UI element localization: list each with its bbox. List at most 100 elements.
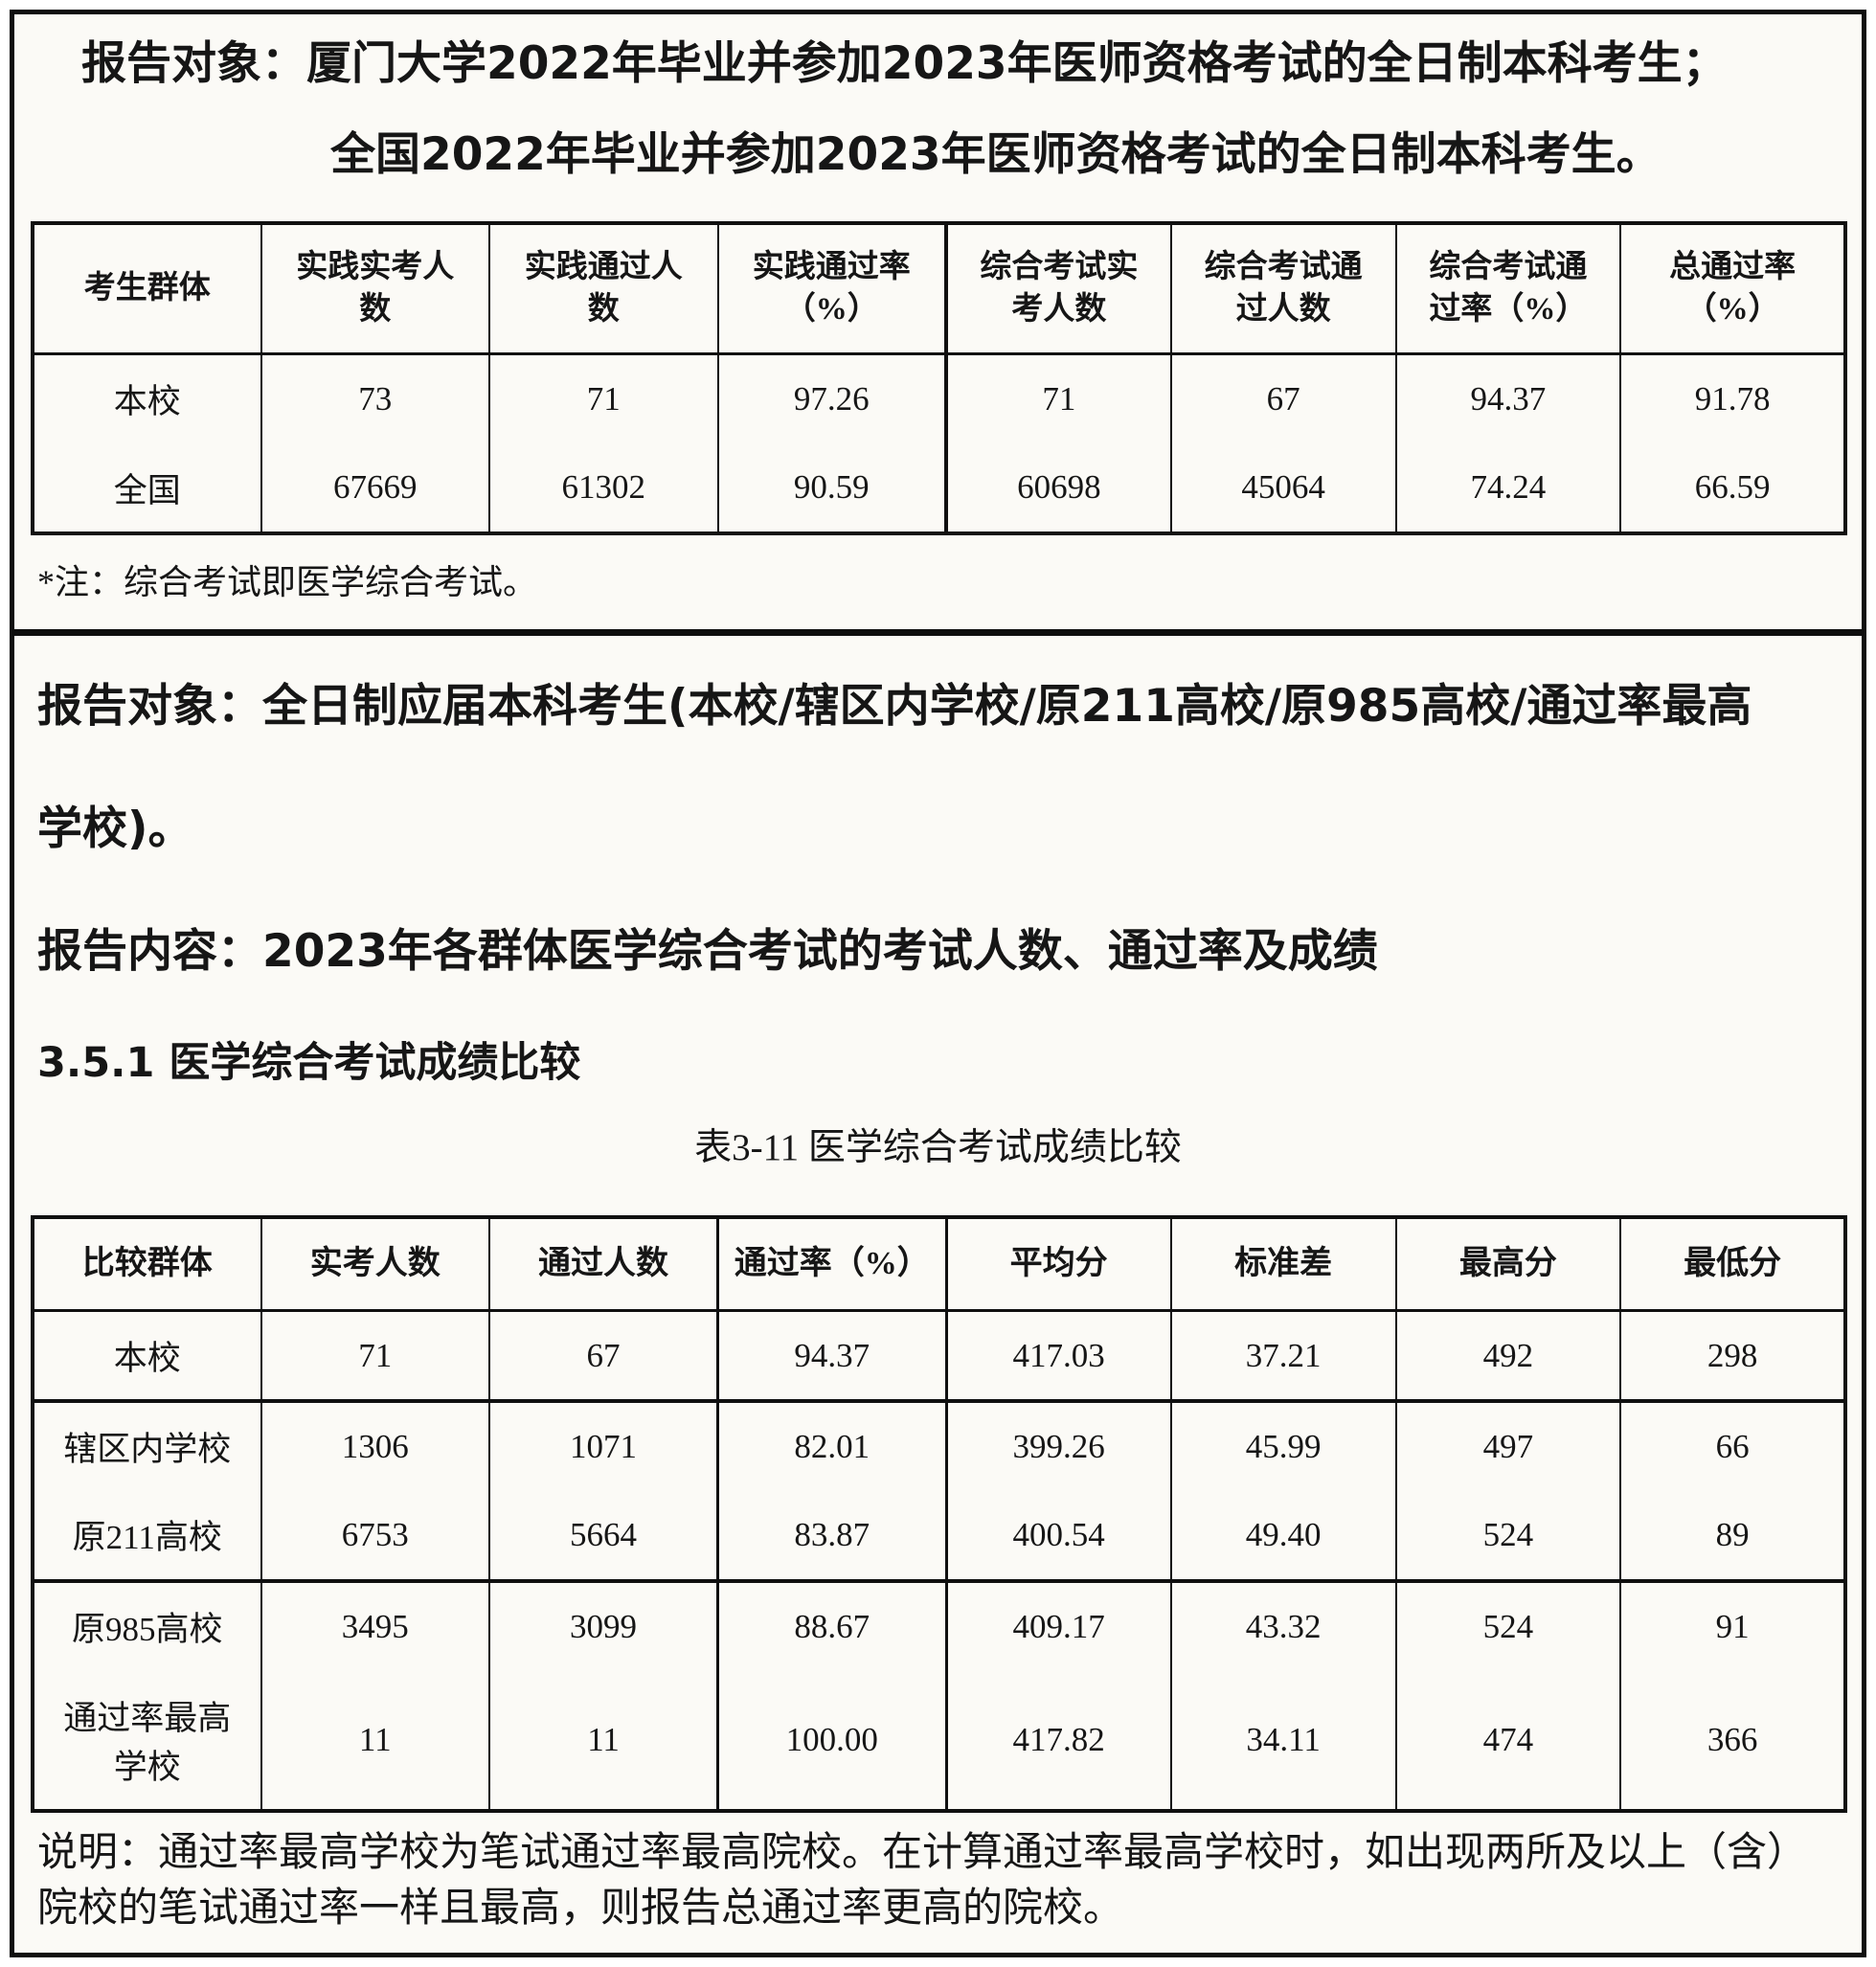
cell: 11 xyxy=(488,1670,718,1811)
cell: 100.00 xyxy=(716,1670,947,1811)
report-subject2-line2: 学校)。 xyxy=(37,802,193,855)
cell: 366 xyxy=(1619,1670,1845,1811)
report-subject2-line1: 报告对象：全日制应届本科考生(本校/辖区内学校/原211高校/原985高校/通过… xyxy=(37,680,1752,733)
table2-col-group: 比较群体 xyxy=(33,1216,261,1313)
cell: 67 xyxy=(488,1310,718,1401)
table1-col-comprehensive-taken: 综合考试实 考人数 xyxy=(944,223,1171,355)
cell: 83.87 xyxy=(716,1490,947,1581)
cell: 66 xyxy=(1619,1398,1845,1491)
cell: 89 xyxy=(1619,1490,1845,1581)
cell: 67 xyxy=(1169,353,1396,443)
cell: 88.67 xyxy=(716,1578,947,1671)
table2-footnote-line2: 院校的笔试通过率一样且最高，则报告总通过率更高的院校。 xyxy=(37,1886,1124,1931)
table2-body: 本校 71 67 94.37 417.03 37.21 492 298 辖区内学… xyxy=(33,1310,1845,1811)
table1-col-total-rate: 总通过率 （%） xyxy=(1619,223,1845,355)
exam-pass-rate-table: 考生群体 实践实考人 数 实践通过人 数 实践通过率 （%） 综合考试实 考人数… xyxy=(31,221,1847,535)
cell: 298 xyxy=(1619,1310,1845,1401)
table1-col-practical-passed: 实践通过人 数 xyxy=(488,223,718,355)
table2-col-min: 最低分 xyxy=(1619,1216,1845,1313)
table1-footnote: *注：综合考试即医学综合考试。 xyxy=(37,563,538,601)
table2-footnote-line1: 说明：通过率最高学校为笔试通过率最高院校。在计算通过率最高学校时，如出现两所及以… xyxy=(37,1830,1808,1875)
row-label: 本校 xyxy=(113,383,181,421)
cell: 400.54 xyxy=(944,1490,1171,1581)
cell: 399.26 xyxy=(944,1398,1171,1491)
cell: 524 xyxy=(1394,1578,1621,1671)
table1-body: 本校 73 71 97.26 71 67 94.37 91.78 全国 6766… xyxy=(33,353,1845,533)
cell: 409.17 xyxy=(944,1578,1171,1671)
cell: 5664 xyxy=(488,1490,718,1581)
cell: 71 xyxy=(260,1310,490,1401)
cell: 71 xyxy=(488,353,718,443)
table2-header: 比较群体 实考人数 通过人数 通过率（%） 平均分 标准差 最高分 最低分 xyxy=(33,1216,1845,1313)
table2-col-max: 最高分 xyxy=(1394,1216,1621,1313)
table1-col-comprehensive-rate: 综合考试通 过率（%） xyxy=(1394,223,1621,355)
cell: 91 xyxy=(1619,1578,1845,1671)
cell: 60698 xyxy=(944,443,1171,533)
cell: 43.32 xyxy=(1169,1578,1396,1671)
report-subject-line2: 全国2022年毕业并参加2023年医师资格考试的全日制本科考生。 xyxy=(330,128,1661,181)
table1-col-comprehensive-passed: 综合考试通 过人数 xyxy=(1169,223,1396,355)
cell: 417.03 xyxy=(944,1310,1171,1401)
cell: 417.82 xyxy=(944,1670,1171,1811)
table2-col-taken: 实考人数 xyxy=(260,1216,490,1313)
table-row: 本校 73 71 97.26 71 67 94.37 91.78 xyxy=(33,353,1845,443)
table2-caption: 表3-11 医学综合考试成绩比较 xyxy=(694,1126,1182,1168)
table2-header-row: 比较群体 实考人数 通过人数 通过率（%） 平均分 标准差 最高分 最低分 xyxy=(33,1216,1845,1313)
cell: 1071 xyxy=(488,1398,718,1491)
cell: 45064 xyxy=(1169,443,1396,533)
cell: 1306 xyxy=(260,1398,490,1491)
cell: 34.11 xyxy=(1169,1670,1396,1811)
table1-col-group: 考生群体 xyxy=(33,223,261,355)
section-report-1: 报告对象：厦门大学2022年毕业并参加2023年医师资格考试的全日制本科考生； … xyxy=(14,14,1862,636)
cell: 74.24 xyxy=(1394,443,1621,533)
row-label: 辖区内学校 xyxy=(33,1398,261,1491)
cell: 3099 xyxy=(488,1578,718,1671)
report-subject-paragraph-2: 报告对象：全日制应届本科考生(本校/辖区内学校/原211高校/原985高校/通过… xyxy=(28,645,1848,1012)
table2-col-std: 标准差 xyxy=(1169,1216,1396,1313)
table1-header-row: 考生群体 实践实考人 数 实践通过人 数 实践通过率 （%） 综合考试实 考人数… xyxy=(33,223,1845,355)
cell: 524 xyxy=(1394,1490,1621,1581)
table2-col-passed: 通过人数 xyxy=(488,1216,718,1313)
cell: 37.21 xyxy=(1169,1310,1396,1401)
row-label: 全国 xyxy=(113,471,181,509)
cell: 73 xyxy=(260,353,490,443)
cell: 90.59 xyxy=(716,443,947,533)
cell: 49.40 xyxy=(1169,1490,1396,1581)
cell: 67669 xyxy=(260,443,490,533)
cell: 82.01 xyxy=(716,1398,947,1491)
cell: 71 xyxy=(944,353,1171,443)
table-row: 全国 67669 61302 90.59 60698 45064 74.24 6… xyxy=(33,443,1845,533)
cell: 492 xyxy=(1394,1310,1621,1401)
cell: 45.99 xyxy=(1169,1398,1396,1491)
cell: 6753 xyxy=(260,1490,490,1581)
cell: 66.59 xyxy=(1619,443,1845,533)
table-row: 辖区内学校 1306 1071 82.01 399.26 45.99 497 6… xyxy=(33,1398,1845,1491)
table1-header: 考生群体 实践实考人 数 实践通过人 数 实践通过率 （%） 综合考试实 考人数… xyxy=(33,223,1845,355)
table-row: 通过率最高 学校 11 11 100.00 417.82 34.11 474 3… xyxy=(33,1670,1845,1811)
table2-col-mean: 平均分 xyxy=(944,1216,1171,1313)
cell: 474 xyxy=(1394,1670,1621,1811)
table-row: 原985高校 3495 3099 88.67 409.17 43.32 524 … xyxy=(33,1578,1845,1671)
table1-col-practical-taken: 实践实考人 数 xyxy=(260,223,490,355)
table-row: 本校 71 67 94.37 417.03 37.21 492 298 xyxy=(33,1310,1845,1401)
section-report-2: 报告对象：全日制应届本科考生(本校/辖区内学校/原211高校/原985高校/通过… xyxy=(14,636,1862,1953)
table1-col-practical-rate: 实践通过率 （%） xyxy=(716,223,947,355)
cell: 97.26 xyxy=(716,353,947,443)
cell: 94.37 xyxy=(1394,353,1621,443)
report-subject-paragraph: 报告对象：厦门大学2022年毕业并参加2023年医师资格考试的全日制本科考生； … xyxy=(28,41,1848,177)
table-row: 原211高校 6753 5664 83.87 400.54 49.40 524 … xyxy=(33,1490,1845,1581)
row-label: 本校 xyxy=(113,1340,181,1378)
cell: 497 xyxy=(1394,1398,1621,1491)
cell: 91.78 xyxy=(1619,353,1845,443)
table2-col-rate: 通过率（%） xyxy=(716,1216,947,1313)
table2-footnote: 说明：通过率最高学校为笔试通过率最高院校。在计算通过率最高学校时，如出现两所及以… xyxy=(37,1826,1848,1937)
cell: 61302 xyxy=(488,443,718,533)
row-label: 通过率最高 学校 xyxy=(63,1699,232,1786)
section-heading-3-5-1: 3.5.1 医学综合考试成绩比较 xyxy=(37,1039,581,1088)
report-content-line: 报告内容：2023年各群体医学综合考试的考试人数、通过率及成绩 xyxy=(37,924,1378,978)
document-page: 报告对象：厦门大学2022年毕业并参加2023年医师资格考试的全日制本科考生； … xyxy=(10,10,1866,1957)
row-label: 原985高校 xyxy=(33,1578,261,1671)
cell: 94.37 xyxy=(716,1310,947,1401)
row-label: 原211高校 xyxy=(72,1519,222,1557)
score-comparison-table: 比较群体 实考人数 通过人数 通过率（%） 平均分 标准差 最高分 最低分 本校… xyxy=(31,1214,1847,1813)
